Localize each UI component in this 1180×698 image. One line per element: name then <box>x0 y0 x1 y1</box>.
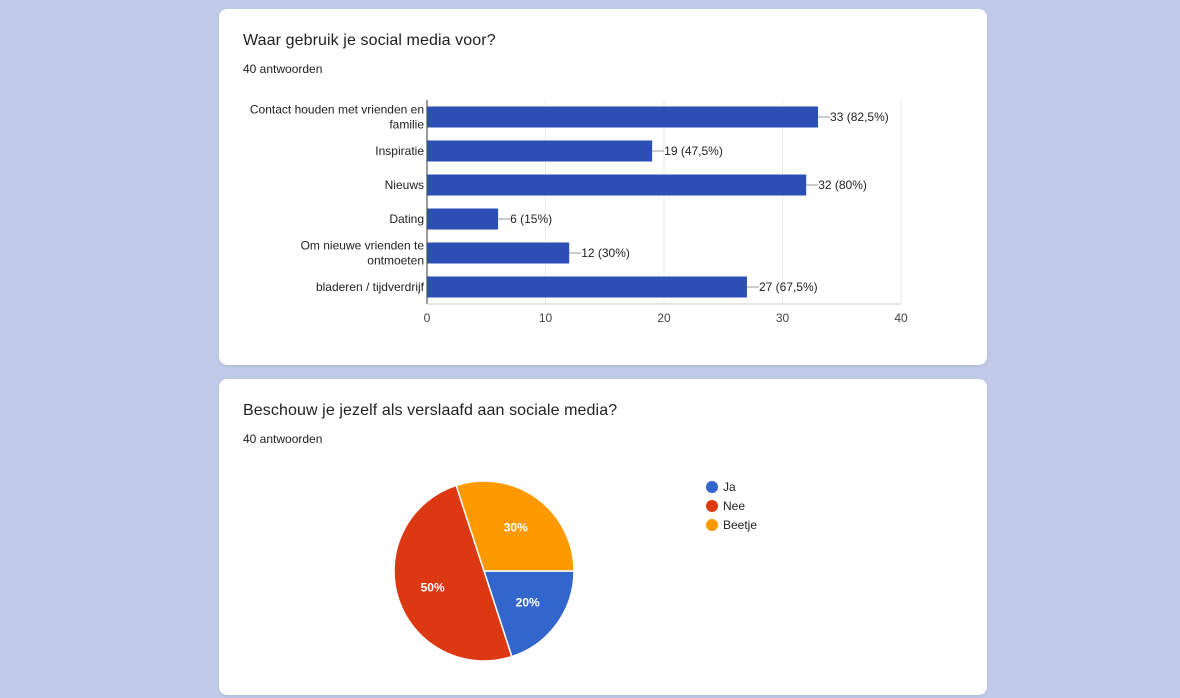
data-label: 33 (82,5%) <box>830 110 889 124</box>
legend-marker <box>706 500 718 512</box>
data-label: 6 (15%) <box>510 212 552 226</box>
category-label-line: familie <box>389 118 424 132</box>
x-tick-label: 10 <box>539 311 553 325</box>
slice-label: 20% <box>516 596 540 610</box>
bar-chart: 0 10 20 30 40 33 (82,5%) Contact houden met vr… <box>250 100 908 325</box>
category-label-line: Om nieuwe vrienden te <box>301 239 425 253</box>
category-label: Nieuws <box>385 178 424 192</box>
bar <box>427 242 570 264</box>
category-label: Dating <box>389 212 424 226</box>
pie-slice <box>455 480 575 572</box>
pie-slice <box>482 570 575 658</box>
bar <box>427 106 819 128</box>
question-title: Beschouw je jezelf als verslaafd aan soc… <box>243 402 618 419</box>
category-label-line: bladeren / tijdverdrijf <box>316 280 425 294</box>
response-count: 40 antwoorden <box>243 62 323 76</box>
data-label: 27 (67,5%) <box>759 280 818 294</box>
legend-label: Beetje <box>723 518 757 532</box>
legend-label: Ja <box>723 480 736 494</box>
question-card-usage: Waar gebruik je social media voor? 40 an… <box>219 9 987 365</box>
category-label-line: Nieuws <box>385 178 424 192</box>
category-label: bladeren / tijdverdrijf <box>316 280 425 294</box>
question-title: Waar gebruik je social media voor? <box>243 32 496 49</box>
bar <box>427 140 653 162</box>
category-label: Contact houden met vrienden en familie <box>250 103 424 132</box>
category-label-line: Contact houden met vrienden en <box>250 103 424 117</box>
x-tick-label: 0 <box>424 311 431 325</box>
bar <box>427 174 807 196</box>
data-label: 19 (47,5%) <box>664 144 723 158</box>
category-label: Inspiratie <box>375 144 424 158</box>
slice-label: 30% <box>504 520 528 534</box>
slice-label: 50% <box>421 581 445 595</box>
category-label: Om nieuwe vrienden te ontmoeten <box>301 239 425 268</box>
question-card-addiction: Beschouw je jezelf als verslaafd aan soc… <box>219 379 987 695</box>
x-tick-label: 30 <box>776 311 790 325</box>
category-label-line: ontmoeten <box>367 254 424 268</box>
data-label: 32 (80%) <box>818 178 867 192</box>
legend-marker <box>706 481 718 493</box>
category-label-line: Dating <box>389 212 424 226</box>
response-count: 40 antwoorden <box>243 432 323 446</box>
x-tick-label: 20 <box>657 311 671 325</box>
bar <box>427 276 747 298</box>
legend-marker <box>706 519 718 531</box>
legend-label: Nee <box>723 499 745 513</box>
pie-chart: 20% 50% 30% Ja Nee Beetje <box>393 480 757 662</box>
category-label-line: Inspiratie <box>375 144 424 158</box>
pie-slice <box>393 484 513 662</box>
bar <box>427 208 499 230</box>
x-tick-label: 40 <box>894 311 908 325</box>
data-label: 12 (30%) <box>581 246 630 260</box>
